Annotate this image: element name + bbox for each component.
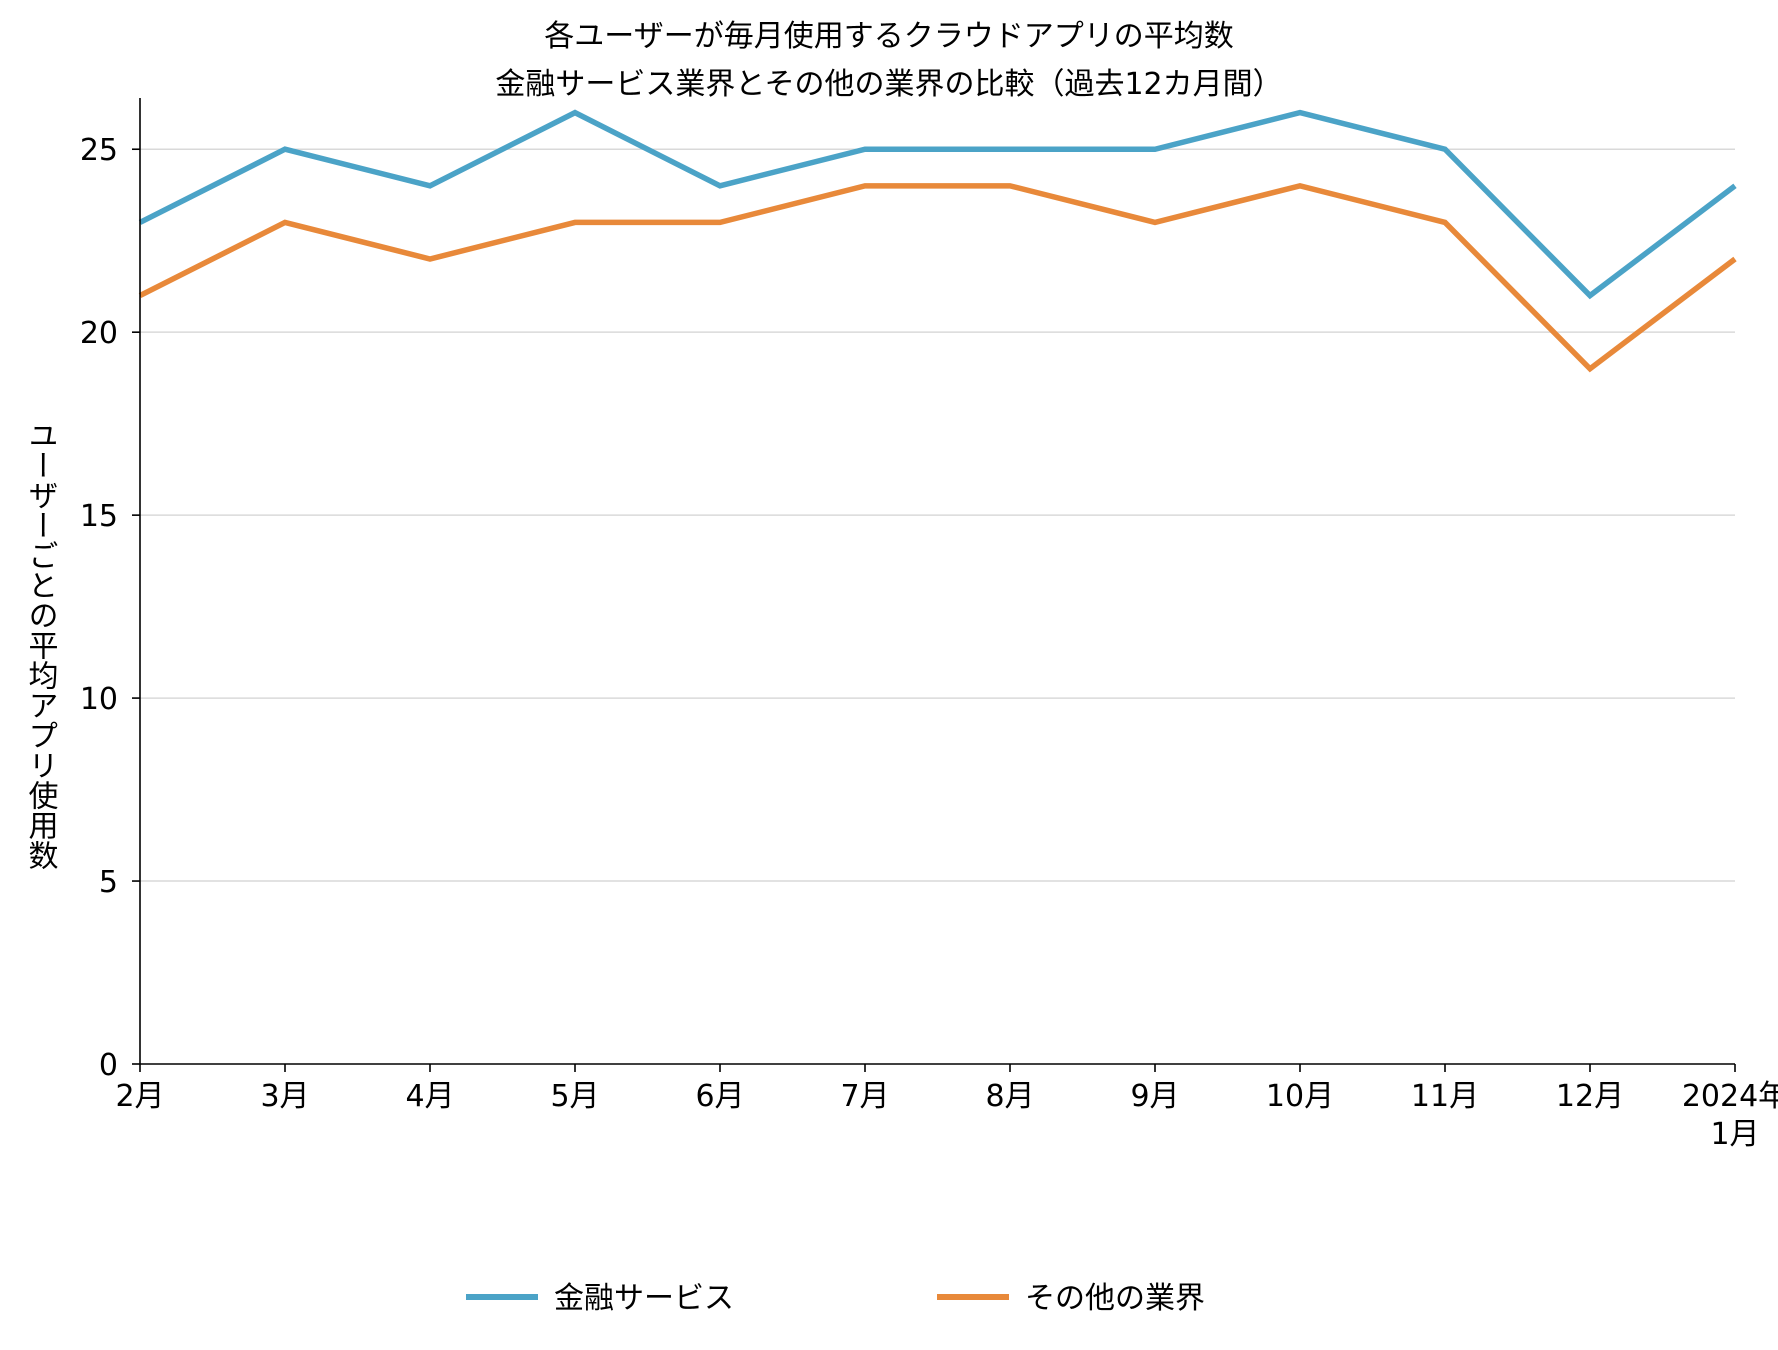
- x-tick-label-7: 9月: [1130, 1079, 1179, 1114]
- chart-title: 各ユーザーが毎月使用するクラウドアプリの平均数: [544, 19, 1233, 54]
- x-tick-label-9: 11月: [1411, 1079, 1479, 1114]
- x-tick-label-11-line-0: 2024年: [1682, 1079, 1778, 1114]
- y-tick-label-15: 15: [80, 499, 118, 534]
- legend-label-1: その他の業界: [1025, 1281, 1205, 1316]
- legend: 金融サービス その他の業界: [466, 1281, 1205, 1316]
- x-tick-label-5: 7月: [840, 1079, 889, 1114]
- y-tick-label-5: 5: [99, 865, 118, 900]
- series-line-0: [138, 109, 1737, 300]
- legend-label-0: 金融サービス: [554, 1281, 734, 1316]
- x-tick-label-8: 10月: [1266, 1079, 1334, 1114]
- x-tick-label-10: 12月: [1556, 1079, 1624, 1114]
- y-tick-label-20: 20: [80, 316, 118, 351]
- series-line-1: [138, 182, 1737, 373]
- chart-subtitle: 金融サービス業界とその他の業界の比較（過去12カ月間）: [495, 67, 1282, 102]
- x-tick-label-1: 3月: [260, 1079, 309, 1114]
- y-tick-label-10: 10: [80, 682, 118, 717]
- x-tick-label-3: 5月: [550, 1079, 599, 1114]
- series-lines: [138, 109, 1737, 373]
- y-tick-label-25: 25: [80, 133, 118, 168]
- x-tick-label-0: 2月: [115, 1079, 164, 1114]
- gridlines: [140, 148, 1735, 882]
- chart-title-group: 各ユーザーが毎月使用するクラウドアプリの平均数 金融サービス業界とその他の業界の…: [495, 19, 1282, 102]
- y-tick-label-0: 0: [99, 1048, 118, 1083]
- y-axis-title: ユーザーごとの平均アプリ使用数: [23, 420, 59, 870]
- x-tick-label-6: 8月: [985, 1079, 1034, 1114]
- x-tick-label-11-line-1: 1月: [1710, 1117, 1759, 1152]
- x-tick-label-4: 6月: [695, 1079, 744, 1114]
- x-tick-label-2: 4月: [405, 1079, 454, 1114]
- axes: [139, 98, 1735, 1065]
- y-axis-ticks: 0 5 10 15 20 25: [80, 133, 140, 1083]
